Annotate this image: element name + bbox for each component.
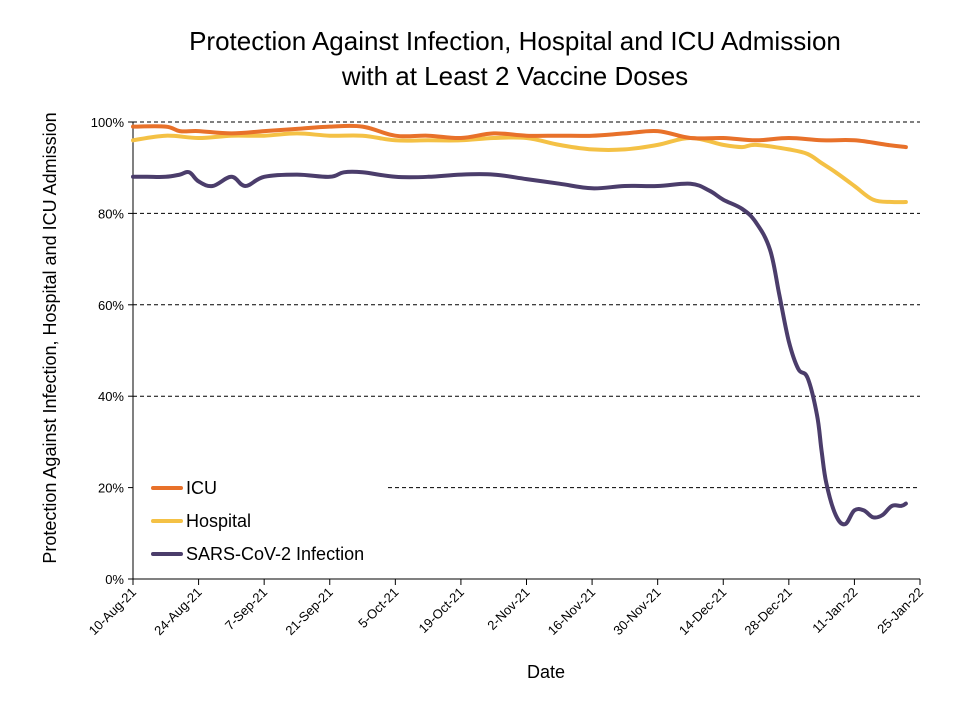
gridlines xyxy=(133,121,920,489)
chart-title-line-2: with at Least 2 Vaccine Doses xyxy=(341,61,688,91)
y-tick-label: 60% xyxy=(98,298,124,313)
series-line-hospital xyxy=(131,131,908,205)
axes xyxy=(128,121,921,585)
x-tick-label: 7-Sep-21 xyxy=(222,585,270,633)
x-tick-label: 14-Dec-21 xyxy=(676,585,730,639)
chart-title-line-1: Protection Against Infection, Hospital a… xyxy=(189,26,841,56)
x-tick-label: 19-Oct-21 xyxy=(416,585,467,636)
x-tick-label: 25-Jan-22 xyxy=(874,585,926,637)
chart-title: Protection Against Infection, Hospital a… xyxy=(189,26,841,91)
y-tick-label: 100% xyxy=(91,115,125,130)
x-tick-label: 10-Aug-21 xyxy=(86,585,140,639)
series-lines xyxy=(131,123,908,527)
y-tick-labels: 0% 20% 40% 60% 80% 100% xyxy=(91,115,125,587)
x-tick-label: 5-Oct-21 xyxy=(355,585,401,631)
legend-label-sars-cov-2-infection: SARS-CoV-2 Infection xyxy=(186,544,364,564)
x-tick-label: 28-Dec-21 xyxy=(741,585,795,639)
x-tick-label: 24-Aug-21 xyxy=(151,585,205,639)
legend: ICU Hospital SARS-CoV-2 Infection xyxy=(151,478,364,564)
x-tick-label: 21-Sep-21 xyxy=(282,585,336,639)
x-axis-title: Date xyxy=(527,662,565,682)
y-tick-label: 0% xyxy=(105,572,124,587)
x-tick-label: 2-Nov-21 xyxy=(484,585,532,633)
series-line-icu xyxy=(131,123,908,150)
legend-label-icu: ICU xyxy=(186,478,217,498)
y-tick-label: 40% xyxy=(98,389,124,404)
y-tick-label: 80% xyxy=(98,206,124,221)
legend-label-hospital: Hospital xyxy=(186,511,251,531)
y-tick-label: 20% xyxy=(98,481,124,496)
x-tick-labels: 10-Aug-21 24-Aug-21 7-Sep-21 21-Sep-21 5-Oct… xyxy=(86,585,927,639)
x-tick-label: 11-Jan-22 xyxy=(809,585,860,636)
x-tick-label: 30-Nov-21 xyxy=(610,585,664,639)
series-line-sars-cov-2-infection xyxy=(131,169,908,527)
y-axis-title: Protection Against Infection, Hospital a… xyxy=(40,112,60,563)
x-tick-label: 16-Nov-21 xyxy=(545,585,599,639)
